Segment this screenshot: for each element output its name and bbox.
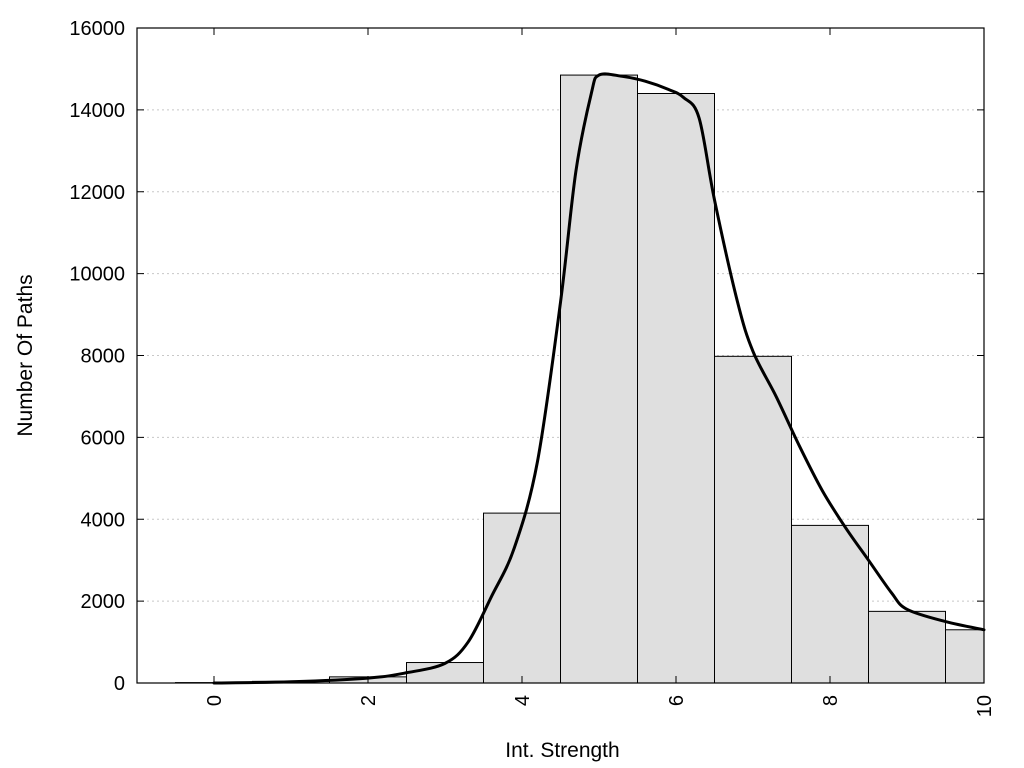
- histogram-bar: [791, 524, 869, 684]
- y-tick-label: 4000: [81, 509, 126, 531]
- x-tick-label: 8: [820, 695, 842, 706]
- x-tick-label: 10: [974, 695, 996, 717]
- x-axis-title: Int. Strength: [505, 739, 619, 762]
- y-tick-label: 12000: [69, 182, 125, 204]
- histogram-bar: [406, 662, 484, 684]
- y-tick-label: 16000: [69, 18, 125, 40]
- histogram-bar: [868, 610, 946, 684]
- y-tick-label: 2000: [81, 591, 126, 613]
- density-curve: [212, 72, 986, 685]
- histogram-bar: [637, 93, 715, 684]
- density-curve-layer: [212, 72, 986, 685]
- histogram-bar: [560, 74, 638, 684]
- x-tick-label: 2: [358, 695, 380, 706]
- x-tick-label: 6: [666, 695, 688, 706]
- histogram-bars: [175, 74, 985, 684]
- y-tick-label: 0: [114, 673, 125, 695]
- x-tick-label: 0: [204, 695, 226, 706]
- y-axis-title: Number Of Paths: [14, 274, 37, 436]
- histogram-bar: [945, 629, 985, 684]
- axis-ticks: 0 2000 4000 6000 8000 10000 12000 14000 16000 0 2 4…: [69, 18, 996, 717]
- histogram-bar: [483, 512, 561, 684]
- grid-lines: [137, 109, 984, 602]
- y-tick-label: 6000: [81, 427, 126, 449]
- x-tick-label: 4: [512, 695, 534, 706]
- y-tick-label: 14000: [69, 100, 125, 122]
- y-tick-label: 8000: [81, 346, 126, 368]
- y-tick-label: 10000: [69, 264, 125, 286]
